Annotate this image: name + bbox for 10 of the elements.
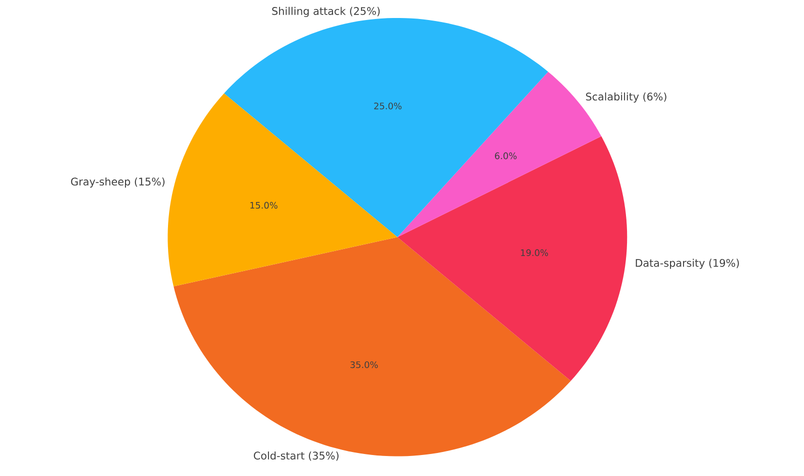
data-label: 25.0% (374, 102, 402, 110)
slice-label: Gray-sheep (15%) (71, 177, 165, 188)
data-label: 6.0% (494, 152, 517, 160)
slice-label: Scalability (6%) (586, 92, 666, 103)
slice-label: Shilling attack (25%) (272, 6, 380, 17)
slice-label: Data-sparsity (19%) (636, 258, 739, 269)
slice-label: Cold-start (35%) (254, 451, 339, 461)
data-label: 19.0% (521, 249, 548, 256)
data-label: 35.0% (350, 361, 378, 368)
data-label: 15.0% (250, 202, 278, 209)
